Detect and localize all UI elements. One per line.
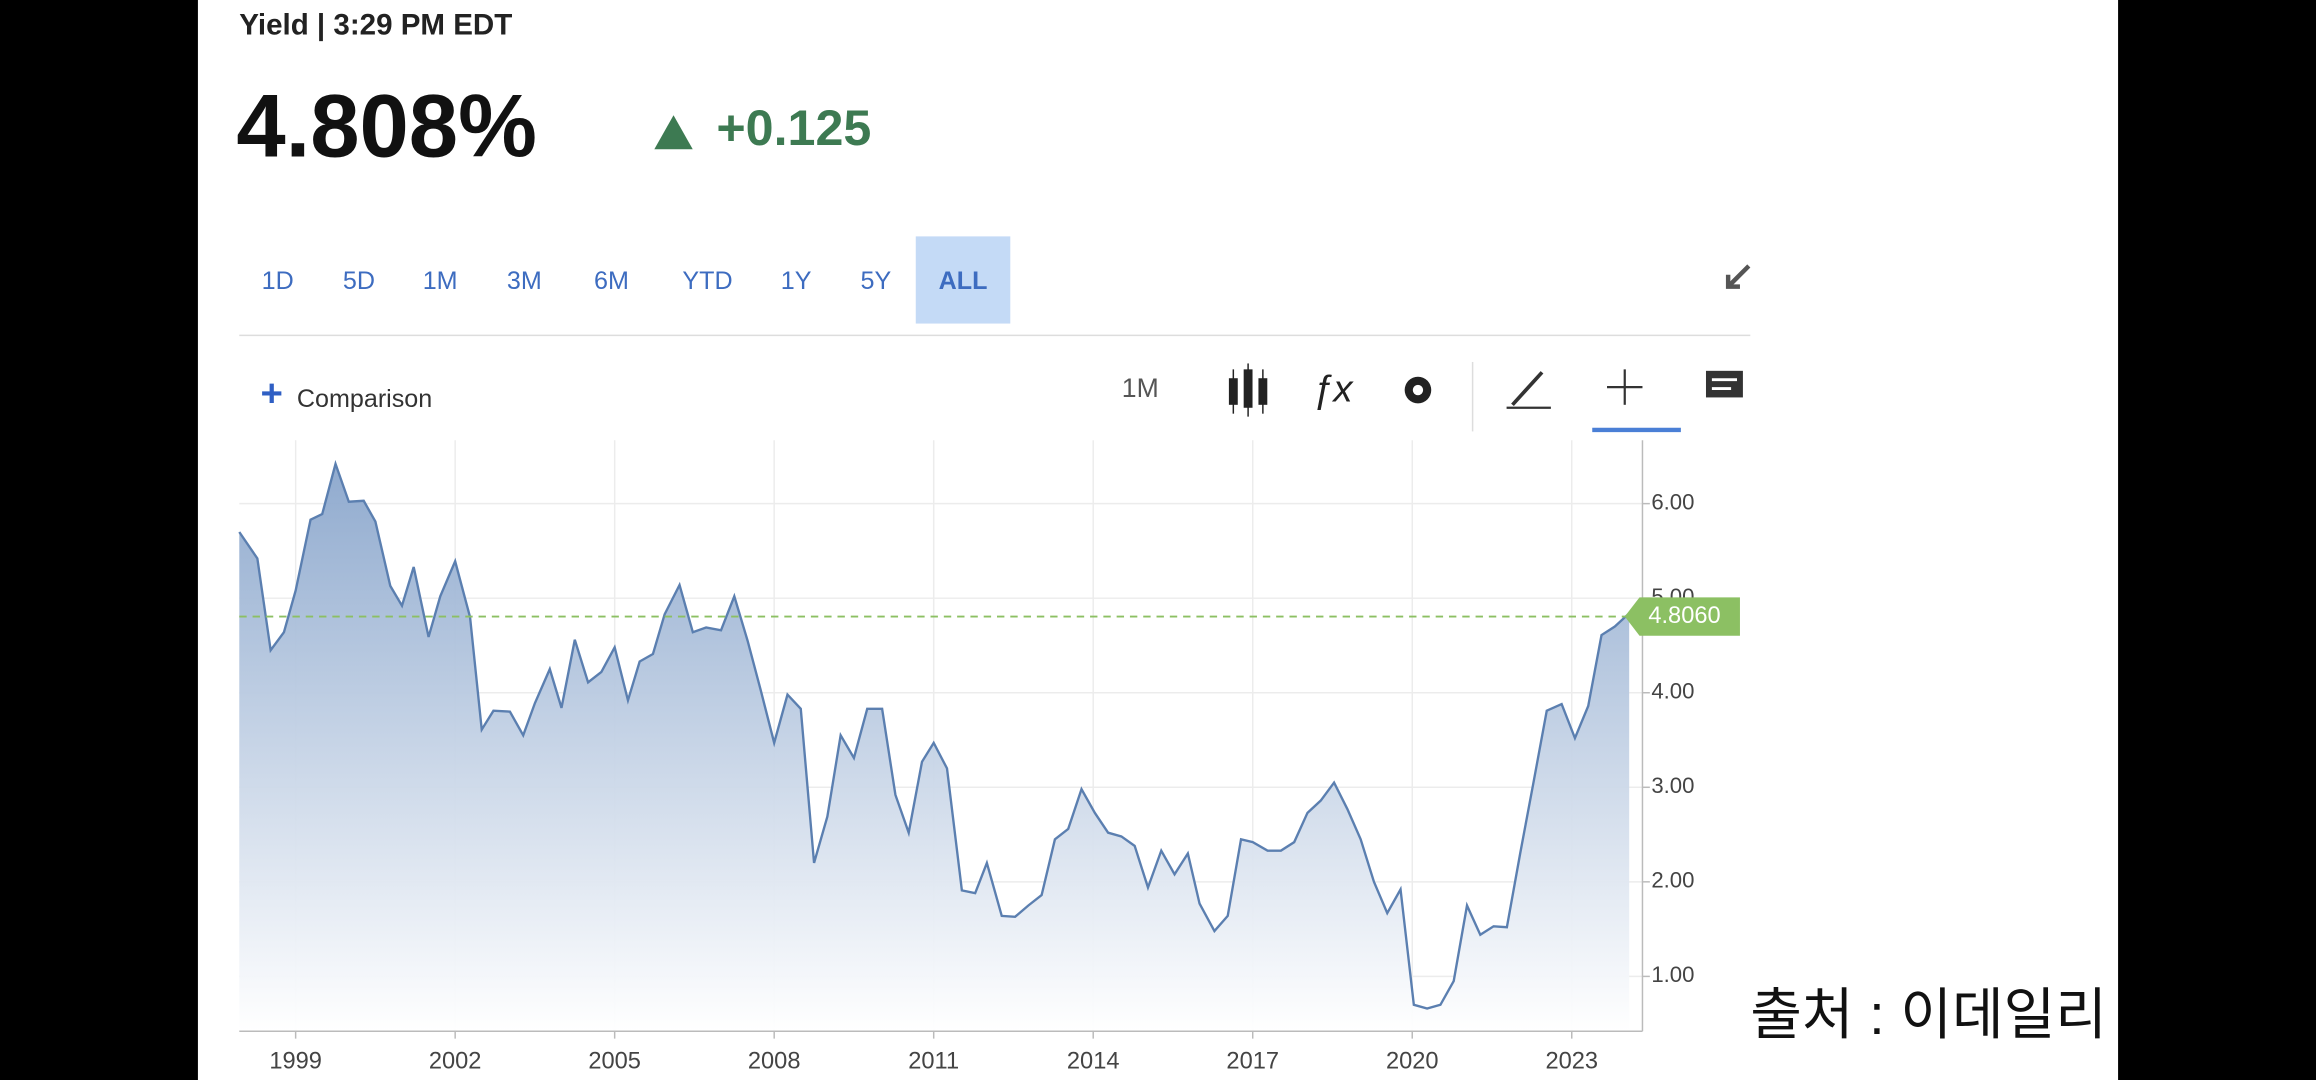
indicator-icon[interactable]: ƒx [1312,368,1354,412]
y-tick-label: 4.00 [1651,679,1694,704]
line [238,459,1630,1010]
x-tick-label: 2011 [908,1049,959,1075]
settings-icon[interactable] [1404,376,1432,404]
x-tick-label: 2020 [1386,1049,1439,1075]
x-tick-label: 1999 [269,1049,322,1075]
range-bar: 1D 5D 1M 3M 6M YTD 1Y 5Y ALL [262,236,1011,324]
comparison-button[interactable]: Comparison [297,385,432,413]
x-tick-label: 2014 [1067,1049,1120,1075]
crosshair-icon[interactable] [1607,369,1643,405]
reference-label: 4.8060 [1648,603,1720,629]
range-selected-bg [915,236,1011,324]
price: 4.808% [236,76,537,175]
comparison-plus[interactable]: + [261,372,283,415]
x-tick-label: 2008 [748,1049,801,1075]
range-button[interactable]: 1Y [781,267,812,295]
y-tick-label: 3.00 [1651,773,1694,798]
chart: 1999 2002 2005 2008 2011 2014 2017 2020 2023 1.00… [238,440,1740,1075]
header-title: Yield | 3:29 PM EDT [239,8,512,41]
x-tick-label: 2023 [1545,1049,1598,1075]
source: 출처 : 이데일리 [1750,983,2107,1046]
reference-tag [1624,597,1740,636]
range-button[interactable]: 1M [423,267,458,295]
range-button[interactable]: 1D [262,267,294,295]
x-tick-label: 2017 [1226,1049,1279,1075]
range-button[interactable]: 6M [594,267,629,295]
note-icon[interactable] [1705,370,1743,398]
x-tick-label: 2002 [429,1049,482,1075]
range-button[interactable]: ALL [939,267,988,295]
candle-icon[interactable] [1228,363,1268,417]
change: +0.125 [716,100,871,156]
range-button[interactable]: 5Y [861,267,892,295]
x-tick-label: 2005 [588,1049,641,1075]
y-tick-label: 2.00 [1651,868,1694,893]
range-button[interactable]: YTD [682,267,732,295]
y-tick-label: 1.00 [1651,962,1694,987]
range-button[interactable]: 5D [343,267,375,295]
interval-button[interactable]: 1M [1122,373,1159,403]
range-button[interactable]: 3M [507,267,542,295]
draw-icon[interactable] [1506,371,1551,409]
up-arrow [654,115,693,150]
expand-icon [1725,264,1751,289]
area-fill [239,463,1630,1032]
y-tick-label: 6.00 [1651,489,1694,514]
